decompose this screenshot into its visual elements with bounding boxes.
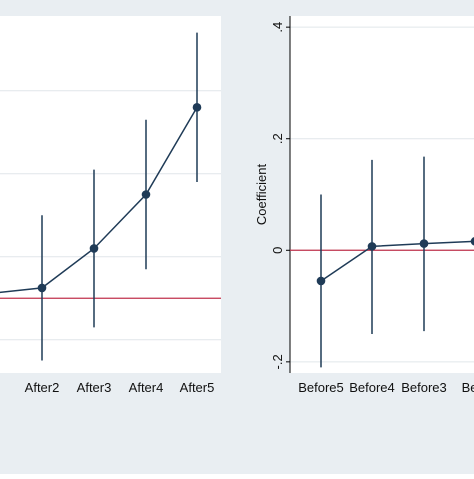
point-after5 [192, 103, 202, 112]
x-tick-label-after2: After2 [25, 380, 60, 395]
left-x-tick-labels: r1After2After3After4After5 [25, 380, 215, 395]
right-panel: Before5 Before4 Before3 Befo -.2 0 .2 .4 Coeff… [254, 16, 474, 395]
right-series-line [320, 240, 474, 282]
x-tick-label-after4: After4 [129, 380, 164, 395]
right-y-axis-label: Coefficient [254, 164, 269, 226]
x-tick-label-before2: Befo [462, 380, 474, 395]
y-tick-label: 0 [270, 247, 285, 254]
x-tick-label-before4: Before4 [349, 380, 395, 395]
x-tick-label-after5: After5 [180, 380, 215, 395]
x-tick-label-before5: Before5 [298, 380, 344, 395]
y-tick-label: -.2 [270, 354, 285, 369]
y-tick-label: .2 [270, 133, 285, 144]
point-after4 [141, 190, 151, 199]
y-tick-label: .4 [270, 22, 285, 33]
right-points [316, 237, 474, 286]
left-points [37, 103, 202, 293]
left-panel: r1After2After3After4After5 [0, 16, 221, 395]
right-plot-area [290, 16, 474, 373]
x-tick-label-before3: Before3 [401, 380, 447, 395]
point-before2 [470, 237, 474, 246]
point-after2 [37, 283, 47, 293]
right-y-tick-labels: -.2 0 .2 .4 [270, 22, 290, 369]
left-plot-area [0, 16, 221, 373]
right-x-tick-labels: Before5 Before4 Before3 Befo [298, 380, 474, 395]
point-after3 [89, 244, 99, 253]
x-tick-label-after3: After3 [77, 380, 112, 395]
left-gridlines [0, 90, 221, 341]
point-before4 [367, 242, 377, 251]
right-series-line-layer [320, 240, 474, 282]
point-before3 [419, 239, 429, 248]
point-before5 [316, 276, 326, 286]
